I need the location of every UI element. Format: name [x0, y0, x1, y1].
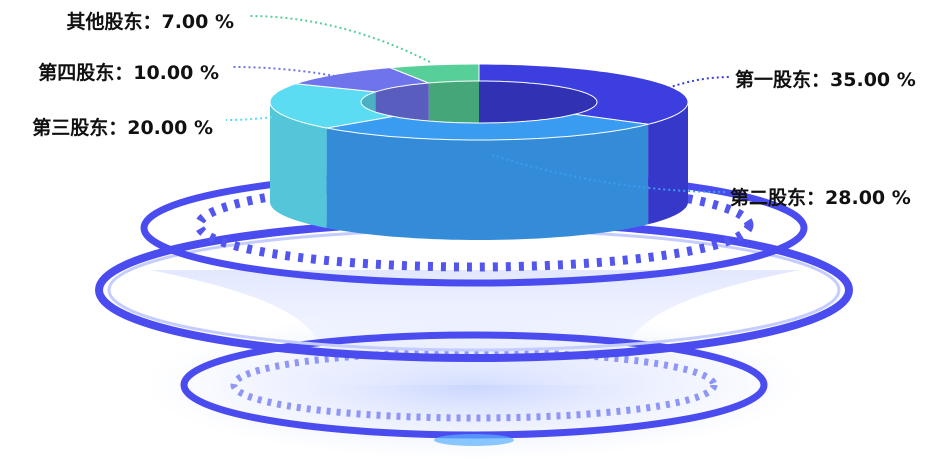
leader-line: [247, 15, 431, 63]
category-name: 第三股东: [32, 116, 108, 139]
pie: [269, 63, 689, 240]
value-label: 7.00 %: [161, 11, 234, 33]
value-label: 10.00 %: [133, 62, 219, 84]
leader-line: [232, 66, 336, 77]
leader-line: [491, 154, 727, 193]
slice-side: [326, 124, 649, 240]
separator: ：: [811, 69, 830, 91]
data-label: 第四股东：10.00 %: [38, 61, 219, 84]
data-label: 第三股东：20.00 %: [32, 116, 213, 139]
leader-line: [225, 116, 273, 121]
data-label: 其他股东：7.00 %: [66, 10, 234, 33]
data-label: 第二股东：28.00 %: [730, 186, 911, 209]
category-name: 第二股东: [730, 186, 806, 209]
slice-inner-wall: [428, 81, 479, 128]
data-label: 第一股东：35.00 %: [735, 68, 916, 91]
value-label: 28.00 %: [825, 187, 911, 209]
slice-side: [648, 102, 688, 225]
separator: ：: [108, 117, 127, 139]
slice-side: [270, 102, 327, 228]
value-label: 20.00 %: [127, 117, 213, 139]
labels: 第一股东：35.00 %第二股东：28.00 %第三股东：20.00 %第四股东…: [32, 10, 916, 209]
separator: ：: [142, 11, 161, 33]
category-name: 第四股东: [38, 61, 114, 84]
value-label: 35.00 %: [830, 69, 916, 91]
category-name: 第一股东: [735, 68, 811, 91]
category-name: 其他股东: [66, 10, 142, 33]
leader-line: [667, 76, 731, 89]
separator: ：: [806, 187, 825, 209]
slice: [389, 63, 480, 84]
separator: ：: [114, 62, 133, 84]
